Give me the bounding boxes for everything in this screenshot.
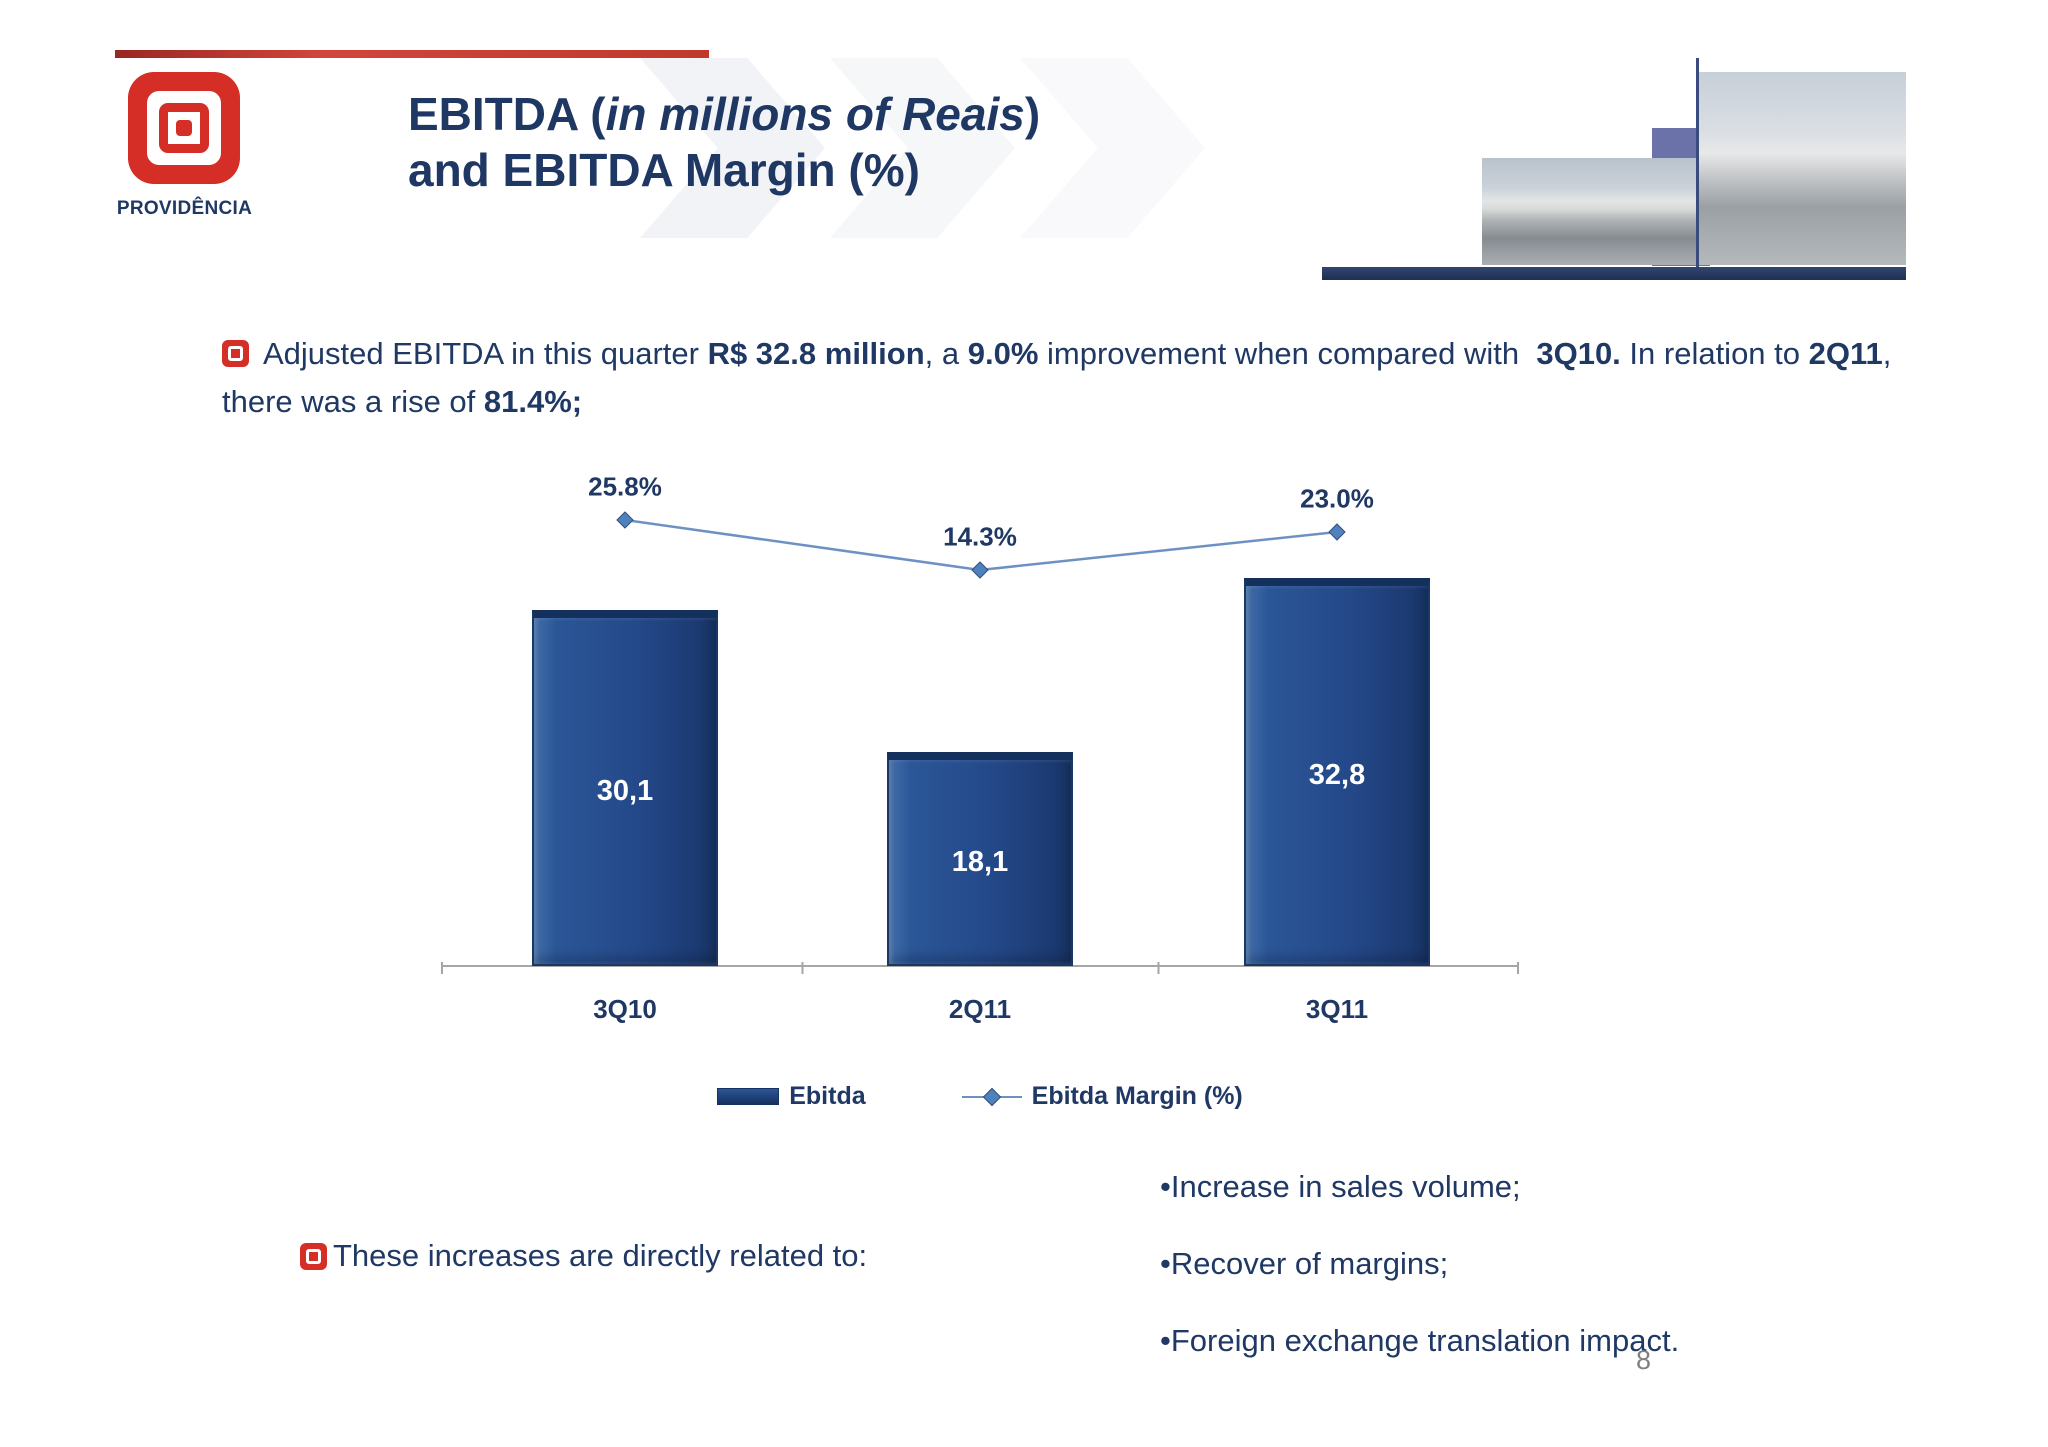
title-line2: and EBITDA Margin (%) [408,144,920,196]
bullet-list: •Increase in sales volume; •Recover of m… [1160,1148,1679,1379]
bar-3q11: 32,8 [1244,578,1430,966]
logo-inner [147,91,221,165]
providencia-bullet-icon [222,340,249,367]
slide-title: EBITDA (in millions of Reais) and EBITDA… [408,86,1040,198]
brand-name: PROVIDÊNCIA [116,198,253,219]
providencia-logo [128,72,240,184]
intro-paragraph: Adjusted EBITDA in this quarter R$ 32.8 … [222,330,1894,426]
page-number: 8 [1636,1345,1652,1375]
bar-2q11: 18,1 [887,752,1073,966]
chevron-decoration-icon [1020,58,1205,238]
factory-photo-small [1482,158,1698,265]
legend-swatch-ebitda-icon [717,1088,780,1105]
logo-glyph-icon [159,103,209,153]
divider-vline [1696,58,1699,270]
related-lead: These increases are directly related to: [300,1238,867,1274]
providencia-bullet-icon [300,1242,327,1270]
legend-line-marker-icon [961,1095,1022,1098]
category-label-3q10: 3Q10 [593,994,657,1024]
chart-canvas [441,511,1519,974]
chart-legend: Ebitda Ebitda Margin (%) [440,1082,1520,1111]
legend-label-margin: Ebitda Margin (%) [1031,1082,1243,1110]
navy-underline-bar [1322,267,1906,280]
category-label-3q11: 3Q11 [1305,994,1369,1024]
margin-marker-icon [971,561,989,579]
margin-label-2q11: 14.3% [943,521,1017,552]
bullet-item: •Recover of margins; [1160,1245,1449,1281]
legend-label-ebitda: Ebitda [789,1082,866,1110]
margin-label-3q11: 23.0% [1300,483,1374,514]
title-line1: EBITDA (in millions of Reais) [408,88,1041,140]
bar-value-label: 18,1 [951,845,1009,878]
ebitda-chart: 30,1 18,1 32,8 25.8% 14.3% 23.0% 3Q10 2Q… [440,470,1520,1160]
legend-item-ebitda: Ebitda [717,1082,866,1111]
intro-text: Adjusted EBITDA in this quarter R$ 32.8 … [222,336,1901,419]
bar-value-label: 30,1 [596,774,654,807]
related-lead-text: These increases are directly related to: [333,1238,868,1273]
category-label-2q11: 2Q11 [948,994,1012,1024]
bar-value-label: 32,8 [1308,758,1366,791]
factory-photo-large [1698,72,1906,265]
bullet-item: •Foreign exchange translation impact. [1160,1322,1680,1358]
logo-dot-icon [176,120,192,136]
margin-marker-icon [616,511,634,529]
red-accent-line [115,50,709,58]
margin-marker-icon [1328,523,1346,541]
margin-label-3q10: 25.8% [588,471,662,502]
bullet-item: •Increase in sales volume; [1160,1168,1521,1204]
legend-item-margin: Ebitda Margin (%) [961,1082,1243,1111]
bar-3q10: 30,1 [532,610,718,966]
